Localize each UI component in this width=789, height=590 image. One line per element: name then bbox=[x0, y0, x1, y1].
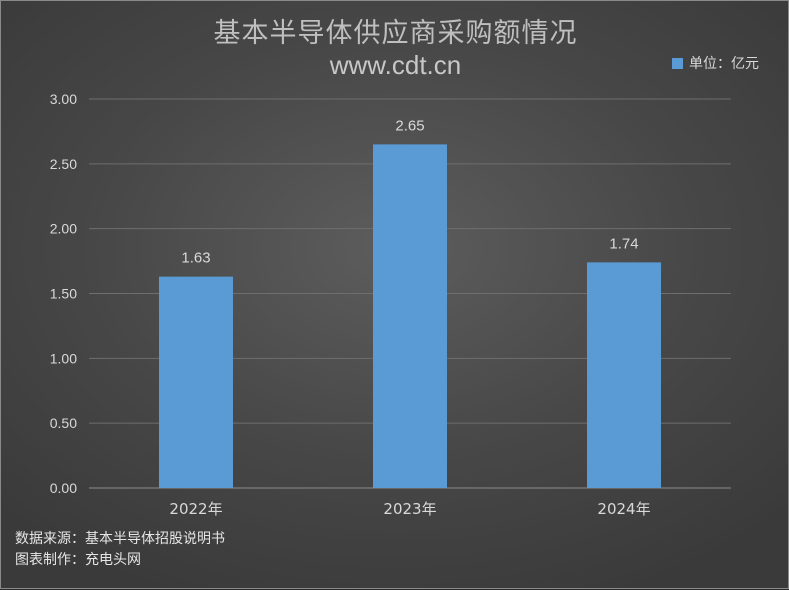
data-label: 1.74 bbox=[609, 235, 638, 252]
y-tick-label: 0.50 bbox=[50, 415, 77, 431]
x-tick-label: 2024年 bbox=[597, 500, 650, 518]
bar bbox=[587, 262, 661, 488]
legend: 单位：亿元 bbox=[672, 53, 759, 73]
x-tick-label: 2022年 bbox=[169, 500, 222, 518]
legend-label: 单位：亿元 bbox=[689, 56, 759, 72]
y-tick-label: 1.00 bbox=[50, 350, 77, 366]
data-source-note: 数据来源：基本半导体招股说明书 bbox=[15, 531, 225, 547]
x-tick-label: 2023年 bbox=[383, 500, 436, 518]
data-label: 2.65 bbox=[395, 117, 424, 134]
data-label: 1.63 bbox=[181, 250, 210, 267]
y-tick-label: 1.50 bbox=[50, 286, 77, 302]
chart-subtitle: www.cdt.cn bbox=[329, 50, 462, 80]
legend-swatch bbox=[672, 57, 683, 69]
bar bbox=[373, 144, 447, 488]
bar bbox=[159, 276, 233, 488]
chart-title: 基本半导体供应商采购额情况 bbox=[213, 18, 578, 49]
y-tick-label: 2.50 bbox=[50, 156, 77, 172]
chart-maker-note: 图表制作：充电头网 bbox=[15, 552, 141, 568]
y-tick-label: 3.00 bbox=[50, 91, 77, 107]
y-tick-label: 2.00 bbox=[50, 221, 77, 237]
y-tick-label: 0.00 bbox=[50, 480, 77, 496]
